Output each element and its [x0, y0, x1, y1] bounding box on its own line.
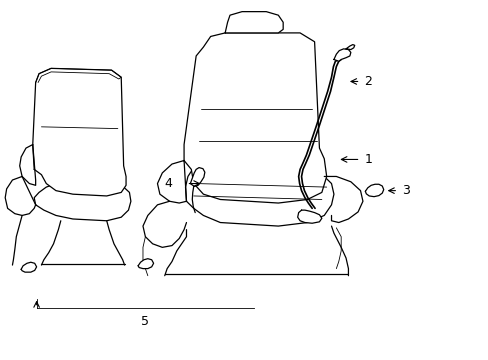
Text: 1: 1 — [364, 153, 371, 166]
Polygon shape — [138, 259, 153, 269]
Text: 5: 5 — [141, 315, 149, 328]
Polygon shape — [34, 182, 131, 221]
Text: 4: 4 — [164, 177, 172, 190]
Polygon shape — [224, 12, 283, 33]
Polygon shape — [21, 262, 37, 272]
Polygon shape — [157, 161, 186, 203]
Polygon shape — [190, 168, 204, 186]
Polygon shape — [297, 210, 321, 223]
Polygon shape — [185, 161, 333, 226]
Polygon shape — [346, 45, 354, 50]
Polygon shape — [33, 68, 126, 196]
Text: 3: 3 — [401, 184, 409, 197]
Polygon shape — [183, 33, 326, 203]
Polygon shape — [365, 184, 383, 197]
Text: 2: 2 — [364, 75, 371, 88]
Polygon shape — [20, 145, 36, 185]
Polygon shape — [333, 49, 350, 61]
Polygon shape — [5, 176, 36, 215]
